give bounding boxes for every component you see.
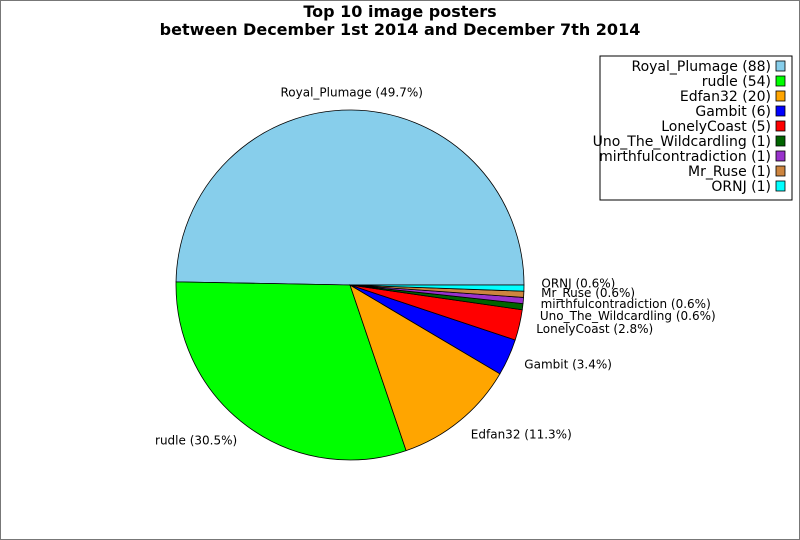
legend-items: Royal_Plumage (88)rudle (54)Edfan32 (20)… — [593, 59, 786, 195]
pie-slice-royal-plumage — [175, 109, 525, 286]
legend-label-uno-the-wildcardling: Uno_The_Wildcardling (1) — [593, 134, 771, 150]
legend-swatch-mr-ruse — [775, 165, 786, 177]
legend-label-rudle: rudle (54) — [702, 74, 771, 90]
legend-swatch-rudle — [775, 75, 786, 87]
legend-label-mirthfulcontradiction: mirthfulcontradiction (1) — [599, 149, 771, 165]
legend-swatch-ornj — [775, 180, 786, 192]
legend-label-royal-plumage: Royal_Plumage (88) — [631, 59, 771, 75]
legend-label-lonelycoast: LonelyCoast (5) — [661, 119, 771, 135]
slice-label-ornj: ORNJ (0.6%) — [541, 276, 615, 290]
slice-label-lonelycoast: LonelyCoast (2.8%) — [536, 322, 653, 336]
slice-label-mirthfulcontradiction: mirthfulcontradiction (0.6%) — [541, 297, 711, 311]
slice-label-rudle: rudle (30.5%) — [155, 434, 237, 448]
chart-subtitle: between December 1st 2014 and December 7… — [160, 20, 641, 39]
legend-label-mr-ruse: Mr_Ruse (1) — [688, 164, 771, 180]
legend-swatch-mirthfulcontradiction — [775, 150, 786, 162]
legend-swatch-uno-the-wildcardling — [775, 135, 786, 147]
legend-label-ornj: ORNJ (1) — [711, 179, 771, 195]
pie-slices — [175, 109, 525, 461]
legend-label-edfan32: Edfan32 (20) — [680, 89, 771, 105]
pie-slice-rudle — [175, 281, 407, 461]
pie-slice-edfan32 — [349, 284, 501, 452]
legend-swatch-lonelycoast — [775, 120, 786, 132]
slice-label-mr-ruse: Mr_Ruse (0.6%) — [541, 286, 635, 300]
legend-label-gambit: Gambit (6) — [695, 104, 771, 120]
legend-swatch-gambit — [775, 105, 786, 117]
slice-label-gambit: Gambit (3.4%) — [524, 358, 612, 372]
legend-swatch-royal-plumage — [775, 60, 786, 72]
legend-swatch-edfan32 — [775, 90, 786, 102]
pie-slice-ornj — [349, 284, 525, 292]
slice-label-royal-plumage: Royal_Plumage (49.7%) — [280, 86, 422, 100]
legend-box — [599, 55, 793, 201]
slice-label-uno-the-wildcardling: Uno_The_Wildcardling (0.6%) — [540, 309, 716, 323]
slice-labels: Royal_Plumage (49.7%) rudle (30.5%) Edfan3… — [155, 86, 716, 448]
slice-label-edfan32: Edfan32 (11.3%) — [471, 427, 572, 441]
legend: Royal_Plumage (88)rudle (54)Edfan32 (20)… — [593, 55, 793, 201]
chart-title: Top 10 image posters — [303, 2, 496, 21]
